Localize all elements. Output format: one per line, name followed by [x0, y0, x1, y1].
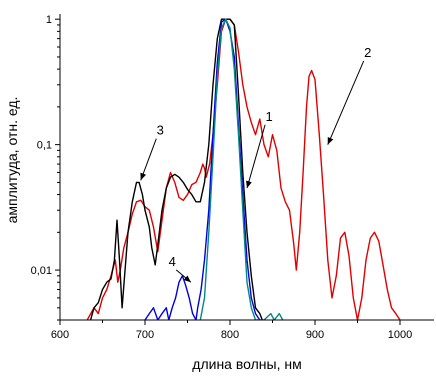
- axes-layer: 600 700 800 900 1000 0,01 0,1 1: [31, 14, 434, 341]
- callout-arrowhead-1: [246, 180, 252, 189]
- callout-line-2: [327, 60, 365, 145]
- series-line-1: [86, 18, 401, 320]
- y-tick-label: 0,1: [37, 140, 52, 152]
- callout-arrowhead-4: [183, 275, 191, 283]
- x-tick-label: 1000: [388, 329, 412, 341]
- x-axis-label: длина волны, нм: [192, 356, 301, 372]
- x-tick-label: 600: [51, 329, 69, 341]
- x-tick-label: 800: [221, 329, 239, 341]
- callout-label-4: 4: [169, 254, 176, 269]
- callout-label-2: 2: [364, 45, 371, 60]
- annotation-layer: 1 2 3 4: [140, 45, 371, 283]
- series-line-2: [89, 18, 263, 320]
- y-tick-label: 1: [46, 14, 52, 26]
- x-tick-label: 700: [136, 329, 154, 341]
- callout-arrowhead-3: [140, 172, 147, 181]
- y-tick-label: 0,01: [31, 265, 52, 277]
- callout-label-1: 1: [265, 109, 272, 124]
- y-axis-label: амплитуда, отн. ед.: [4, 97, 20, 224]
- x-tick-label: 900: [306, 329, 324, 341]
- callout-label-3: 3: [157, 123, 164, 138]
- callout-line-3: [140, 138, 157, 181]
- callout-arrowhead-2: [327, 137, 334, 145]
- series-line-4: [199, 18, 284, 320]
- callout-line-1: [246, 124, 266, 189]
- series-layer: [86, 18, 401, 320]
